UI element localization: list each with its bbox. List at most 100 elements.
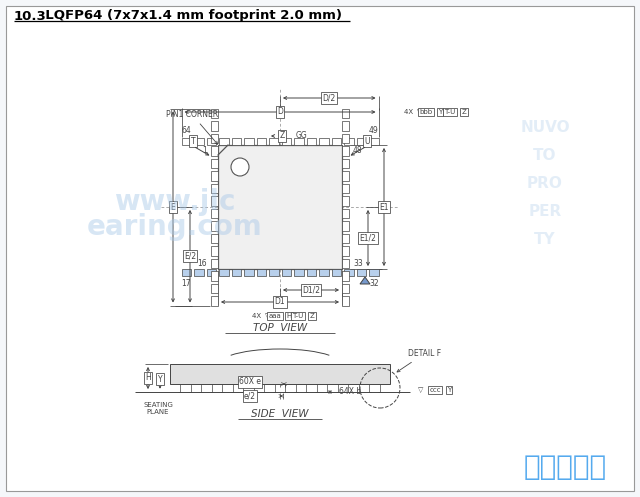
Text: H: H — [145, 374, 151, 383]
Bar — [332, 269, 341, 276]
Text: SEATING
PLANE: SEATING PLANE — [143, 402, 173, 415]
Bar — [257, 269, 266, 276]
Bar — [194, 138, 204, 145]
Bar — [207, 269, 216, 276]
Bar — [342, 209, 349, 218]
Bar — [211, 283, 218, 293]
Text: 33: 33 — [353, 259, 363, 268]
Text: 49: 49 — [369, 126, 379, 135]
Bar — [369, 138, 378, 145]
Bar — [342, 271, 349, 280]
Bar — [211, 221, 218, 231]
Bar — [344, 138, 353, 145]
Text: e/2: e/2 — [244, 392, 256, 401]
Text: TY: TY — [534, 232, 556, 247]
Bar — [232, 269, 241, 276]
Bar — [211, 246, 218, 255]
Text: T-U: T-U — [292, 313, 303, 319]
Text: T: T — [191, 137, 195, 146]
Bar — [211, 271, 218, 280]
Text: 1: 1 — [202, 146, 207, 155]
Bar — [342, 159, 349, 168]
Bar — [207, 138, 216, 145]
Text: 10.3: 10.3 — [14, 9, 47, 22]
Text: NUVO: NUVO — [520, 119, 570, 135]
Bar — [269, 138, 278, 145]
Text: D1: D1 — [275, 298, 285, 307]
Bar — [211, 234, 218, 243]
Bar — [244, 269, 253, 276]
Bar — [269, 269, 278, 276]
Text: E/2: E/2 — [184, 252, 196, 261]
Text: SIDE  VIEW: SIDE VIEW — [252, 409, 308, 419]
Bar — [342, 246, 349, 255]
Text: 4X: 4X — [404, 109, 415, 115]
Text: www.jlc: www.jlc — [115, 188, 236, 216]
Bar — [342, 183, 349, 193]
Bar — [211, 121, 218, 131]
Text: PRO: PRO — [527, 175, 563, 190]
Text: TOP  VIEW: TOP VIEW — [253, 323, 307, 333]
Bar — [344, 269, 353, 276]
Bar — [307, 269, 316, 276]
Text: ▽: ▽ — [417, 109, 422, 115]
Text: 64X b: 64X b — [339, 388, 361, 397]
Text: E1/2: E1/2 — [360, 234, 376, 243]
Text: TO: TO — [533, 148, 557, 163]
Bar — [211, 146, 218, 156]
Bar — [282, 269, 291, 276]
Bar — [294, 269, 303, 276]
Text: E1: E1 — [380, 202, 388, 212]
Text: Y: Y — [438, 109, 442, 115]
Circle shape — [231, 158, 249, 176]
Text: aaa: aaa — [269, 313, 282, 319]
Bar — [211, 171, 218, 180]
Bar — [218, 145, 342, 269]
Bar — [211, 258, 218, 268]
Text: Z: Z — [461, 109, 467, 115]
Text: D1/2: D1/2 — [302, 285, 320, 295]
Bar — [170, 364, 390, 384]
Bar — [342, 134, 349, 143]
Text: Z: Z — [280, 132, 285, 141]
Text: earing.com: earing.com — [87, 213, 263, 241]
Text: D/2: D/2 — [323, 93, 336, 102]
Text: E: E — [171, 202, 175, 212]
Bar — [332, 138, 341, 145]
Bar — [219, 269, 228, 276]
Bar — [319, 138, 328, 145]
Bar — [356, 269, 366, 276]
Bar — [211, 296, 218, 306]
Bar — [219, 138, 228, 145]
Text: 32: 32 — [369, 279, 379, 288]
Bar — [342, 196, 349, 205]
Bar — [307, 138, 316, 145]
Bar — [244, 138, 253, 145]
Bar — [342, 221, 349, 231]
Bar — [211, 183, 218, 193]
Bar — [342, 171, 349, 180]
Text: Z: Z — [310, 313, 314, 319]
Bar — [282, 138, 291, 145]
Text: ▽: ▽ — [265, 313, 270, 319]
Bar — [342, 108, 349, 118]
Text: ▽: ▽ — [419, 387, 424, 393]
Bar — [319, 269, 328, 276]
Bar — [342, 234, 349, 243]
Text: U: U — [364, 137, 370, 146]
Bar — [211, 108, 218, 118]
Text: 64: 64 — [181, 126, 191, 135]
Bar — [342, 296, 349, 306]
Bar — [257, 138, 266, 145]
Bar — [182, 269, 191, 276]
Bar — [211, 134, 218, 143]
Bar — [211, 209, 218, 218]
Text: 16: 16 — [197, 259, 207, 268]
Bar — [342, 146, 349, 156]
Text: PER: PER — [529, 203, 562, 219]
Text: D: D — [277, 107, 283, 116]
Text: DETAIL F: DETAIL F — [397, 349, 441, 372]
Text: T-U: T-U — [444, 109, 456, 115]
Bar — [294, 138, 303, 145]
Bar — [356, 138, 366, 145]
